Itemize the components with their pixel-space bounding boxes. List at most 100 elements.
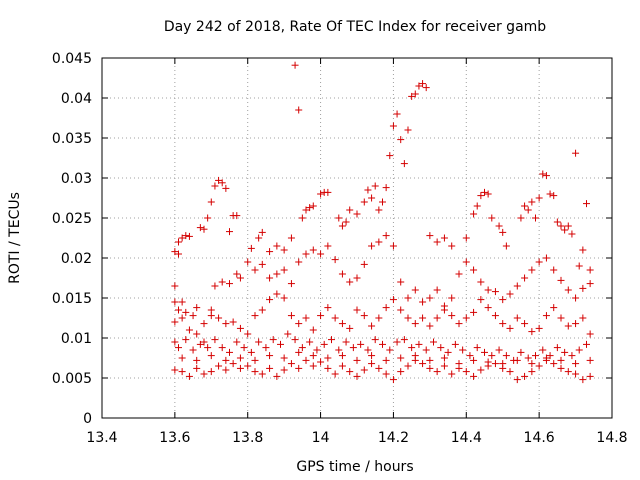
data-point	[579, 376, 587, 384]
data-point	[411, 352, 419, 360]
data-point	[404, 362, 412, 370]
data-point	[440, 354, 448, 362]
data-point	[273, 270, 281, 278]
data-point	[586, 280, 594, 288]
data-point	[535, 324, 543, 332]
data-point	[419, 360, 427, 368]
data-point	[491, 288, 499, 296]
data-point	[193, 356, 201, 364]
data-point	[346, 278, 354, 286]
data-point	[397, 354, 405, 362]
data-point	[561, 226, 569, 234]
data-point	[189, 312, 197, 320]
data-point	[470, 308, 478, 316]
data-point	[287, 280, 295, 288]
data-point	[269, 336, 277, 344]
data-point	[306, 204, 314, 212]
data-point	[338, 362, 346, 370]
data-point	[397, 278, 405, 286]
data-point	[175, 306, 182, 314]
data-point	[524, 206, 532, 214]
y-tick-label: 0.02	[61, 251, 92, 267]
data-point	[379, 198, 386, 206]
data-point	[338, 320, 346, 328]
data-point	[182, 336, 190, 344]
data-point	[258, 228, 266, 236]
data-point	[495, 346, 503, 354]
data-point	[302, 250, 310, 258]
data-point	[368, 322, 376, 330]
data-point	[389, 376, 397, 384]
data-point	[353, 356, 361, 364]
data-point	[266, 274, 274, 282]
data-point	[244, 362, 252, 370]
data-point	[415, 340, 423, 348]
data-point	[506, 368, 514, 376]
data-point	[408, 344, 416, 352]
data-point	[287, 360, 295, 368]
data-point	[360, 312, 368, 320]
data-point	[481, 188, 488, 196]
data-point	[171, 282, 179, 290]
data-point	[488, 214, 496, 222]
data-point	[280, 266, 288, 274]
data-point	[211, 182, 219, 190]
data-point	[448, 242, 456, 250]
data-point	[419, 314, 427, 322]
data-point	[404, 294, 412, 302]
data-point	[488, 352, 496, 360]
data-point	[451, 340, 459, 348]
x-tick-label: 14.6	[524, 430, 555, 446]
x-axis-label: GPS time / hours	[296, 459, 413, 475]
data-point	[437, 344, 445, 352]
data-point	[309, 202, 317, 210]
data-point	[229, 360, 237, 368]
data-point	[528, 198, 536, 206]
x-tick-label: 13.4	[86, 430, 117, 446]
data-point	[433, 368, 441, 376]
data-point	[280, 246, 288, 254]
data-point	[528, 266, 536, 274]
data-point	[342, 338, 350, 346]
data-point	[287, 234, 295, 242]
data-point	[193, 330, 201, 338]
data-point	[306, 338, 314, 346]
data-point	[484, 286, 492, 294]
data-point	[182, 308, 190, 316]
data-point	[470, 210, 478, 218]
data-point	[353, 210, 361, 218]
data-point	[175, 344, 182, 352]
data-point	[258, 370, 266, 378]
data-point	[470, 266, 478, 274]
data-point	[353, 372, 361, 380]
data-point	[178, 234, 186, 242]
data-point	[255, 234, 263, 242]
data-point	[550, 266, 558, 274]
data-point	[218, 278, 226, 286]
data-point	[371, 336, 379, 344]
data-point	[328, 336, 335, 344]
data-point	[572, 370, 580, 378]
data-point	[236, 364, 244, 372]
data-points	[171, 61, 594, 384]
data-point	[171, 366, 179, 374]
data-point	[207, 312, 215, 320]
data-point	[455, 320, 463, 328]
data-point	[521, 320, 529, 328]
data-point	[255, 338, 263, 346]
data-point	[171, 248, 179, 256]
data-point	[295, 106, 303, 114]
data-point	[309, 362, 317, 370]
data-point	[324, 304, 332, 312]
data-point	[368, 360, 376, 368]
data-point	[185, 326, 193, 334]
data-point	[506, 324, 514, 332]
data-point	[233, 270, 241, 278]
data-point	[317, 312, 325, 320]
data-point	[426, 364, 434, 372]
data-point	[528, 328, 536, 336]
data-point	[193, 364, 201, 372]
data-point	[229, 318, 237, 326]
data-point	[572, 360, 580, 368]
data-point	[317, 358, 325, 366]
